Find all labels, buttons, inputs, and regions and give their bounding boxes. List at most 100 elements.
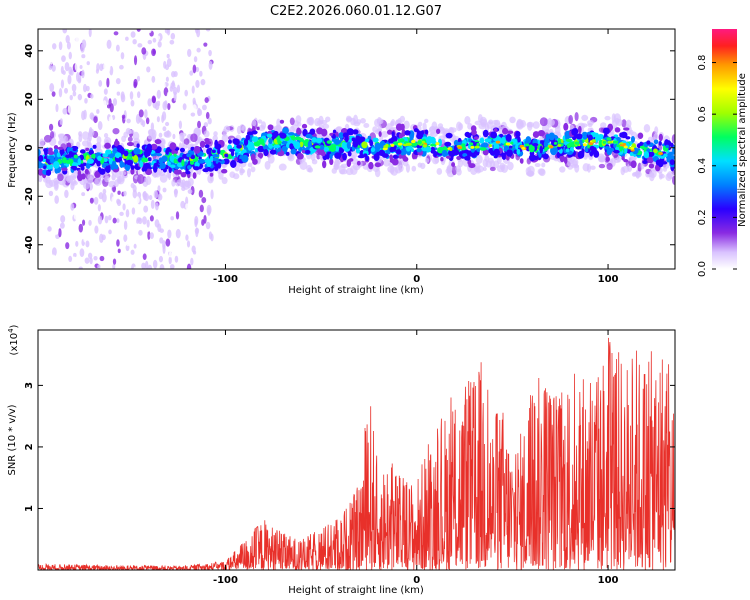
spectrogram-band-blob: [623, 127, 630, 131]
spectrogram-band-blob: [293, 141, 301, 150]
spectrogram-haze: [653, 133, 659, 140]
spectrogram-noise-blob: [147, 98, 152, 107]
spectrogram-noise-blob: [142, 216, 147, 225]
spectrogram-haze: [250, 166, 256, 173]
spectrogram-band-blob: [143, 149, 151, 157]
spectrogram-haze: [308, 116, 315, 126]
spectrogram-peak: [622, 142, 627, 146]
spectrogram-noise-blob: [71, 83, 77, 92]
spectrogram-noise-blob: [197, 120, 201, 129]
spectrogram-band-blob: [287, 132, 295, 136]
spectrogram-noise-blob: [162, 239, 166, 250]
spectrogram-noise-blob: [157, 40, 162, 48]
spectrogram-band-blob: [352, 139, 359, 148]
spectrogram-band-blob: [357, 154, 365, 159]
spectrogram-noise-blob: [173, 91, 177, 102]
spectrogram-haze: [104, 175, 110, 183]
spectrogram-band-blob: [217, 162, 222, 169]
spectrogram-noise-blob: [184, 89, 188, 97]
spectrogram-noise-blob: [175, 228, 181, 239]
spectrogram-band-blob: [228, 148, 235, 152]
spectrogram-band-blob: [169, 155, 175, 163]
spectrogram-noise-blob: [202, 104, 207, 111]
spectrogram-band-blob: [52, 161, 60, 169]
spectrogram-noise-blob: [112, 98, 118, 106]
spectrogram-haze: [182, 180, 190, 190]
spectrogram-band-blob: [663, 153, 668, 158]
spectrogram-noise-blob: [136, 219, 140, 224]
spectrogram-band-blob: [625, 136, 631, 140]
spectrogram-noise-blob: [84, 97, 88, 104]
spectrogram-noise-blob: [132, 189, 138, 199]
spectrogram-haze: [671, 134, 675, 144]
spectrogram-haze: [247, 162, 253, 168]
spectrogram-band-blob: [482, 129, 489, 138]
spectrogram-haze: [183, 138, 190, 145]
spectrogram-noise-blob: [78, 131, 83, 137]
spectrogram-noise-blob: [120, 93, 126, 103]
spectrogram-band-blob: [311, 137, 317, 143]
spectrogram-band-blob: [194, 161, 200, 168]
spectrogram-band-blob: [471, 129, 477, 136]
spectrogram-noise-blob: [48, 123, 54, 131]
spectrogram-noise-blob: [147, 264, 153, 269]
spectrogram-noise-blob: [117, 248, 121, 254]
spectrogram-noise-blob: [152, 37, 157, 43]
spectrogram-haze: [374, 168, 381, 178]
spectrogram-band-blob: [133, 147, 141, 155]
snr-xlabel: Height of straight line (km): [288, 585, 424, 596]
spectrogram-band-blob: [85, 163, 91, 169]
spectrogram-band-blob: [319, 144, 325, 150]
spectrogram-noise-blob: [133, 243, 137, 249]
spectrogram-band-blob: [180, 171, 187, 178]
spectrogram-noise-blob: [164, 64, 170, 71]
spectrogram-xlabel: Height of straight line (km): [288, 285, 424, 296]
spectrogram-haze: [476, 165, 484, 173]
spectrogram-noise-blob: [69, 212, 73, 217]
spectrogram-noise-blob: [130, 99, 135, 107]
spectrogram-noise-blob: [123, 190, 127, 197]
spectrogram-band-blob: [73, 158, 79, 163]
spectrogram-haze: [541, 162, 546, 168]
spectrogram-noise-blob: [142, 253, 147, 260]
spectrogram-band-blob: [669, 159, 675, 166]
spectrogram-noise-blob: [102, 188, 107, 195]
spectrogram-noise-blob: [48, 190, 54, 197]
spectrogram-band-blob: [277, 151, 285, 157]
spectrogram-noise-blob: [142, 190, 148, 201]
spectrogram-noise-blob: [122, 203, 126, 211]
spectrogram-noise-blob: [112, 258, 117, 265]
spectrogram-noise-blob: [67, 74, 72, 85]
spectrogram-band-blob: [87, 158, 94, 164]
spectrogram-haze: [539, 117, 548, 127]
spectrogram-haze: [484, 154, 490, 162]
spectrogram-noise-blob: [147, 230, 151, 241]
spectrogram-peak: [607, 140, 613, 144]
spectrogram-band-blob: [105, 149, 112, 155]
spectrogram-band-blob: [355, 148, 361, 154]
spectrogram-noise-blob: [132, 39, 137, 45]
spectrogram-band-blob: [209, 172, 214, 177]
spectrogram-haze: [239, 167, 244, 176]
spectrogram-noise-blob: [180, 45, 185, 53]
spectrogram-noise-blob: [152, 48, 156, 55]
spectrogram-noise-blob: [151, 75, 156, 83]
spectrogram-haze: [147, 135, 155, 140]
spectrogram-peak: [469, 142, 474, 146]
spectrogram-noise-blob: [56, 68, 60, 78]
spectrogram-noise-blob: [53, 220, 57, 227]
spectrogram-band-blob: [481, 142, 489, 148]
spectrogram-noise-blob: [101, 234, 106, 241]
spectrogram-band-blob: [322, 160, 327, 169]
spectrogram-haze: [380, 130, 389, 138]
spectrogram-noise-blob: [210, 189, 214, 200]
spectrogram-noise-blob: [198, 189, 204, 198]
snr-ytick-label: 3: [24, 382, 35, 389]
spectrogram-noise-blob: [152, 259, 158, 269]
spectrogram-band-blob: [155, 146, 162, 152]
spectrogram-noise-blob: [51, 91, 56, 97]
spectrogram-noise-blob: [147, 39, 153, 45]
spectrogram-band-blob: [267, 124, 274, 131]
spectrogram-peak: [602, 140, 607, 144]
spectrogram-band-blob: [637, 132, 644, 139]
